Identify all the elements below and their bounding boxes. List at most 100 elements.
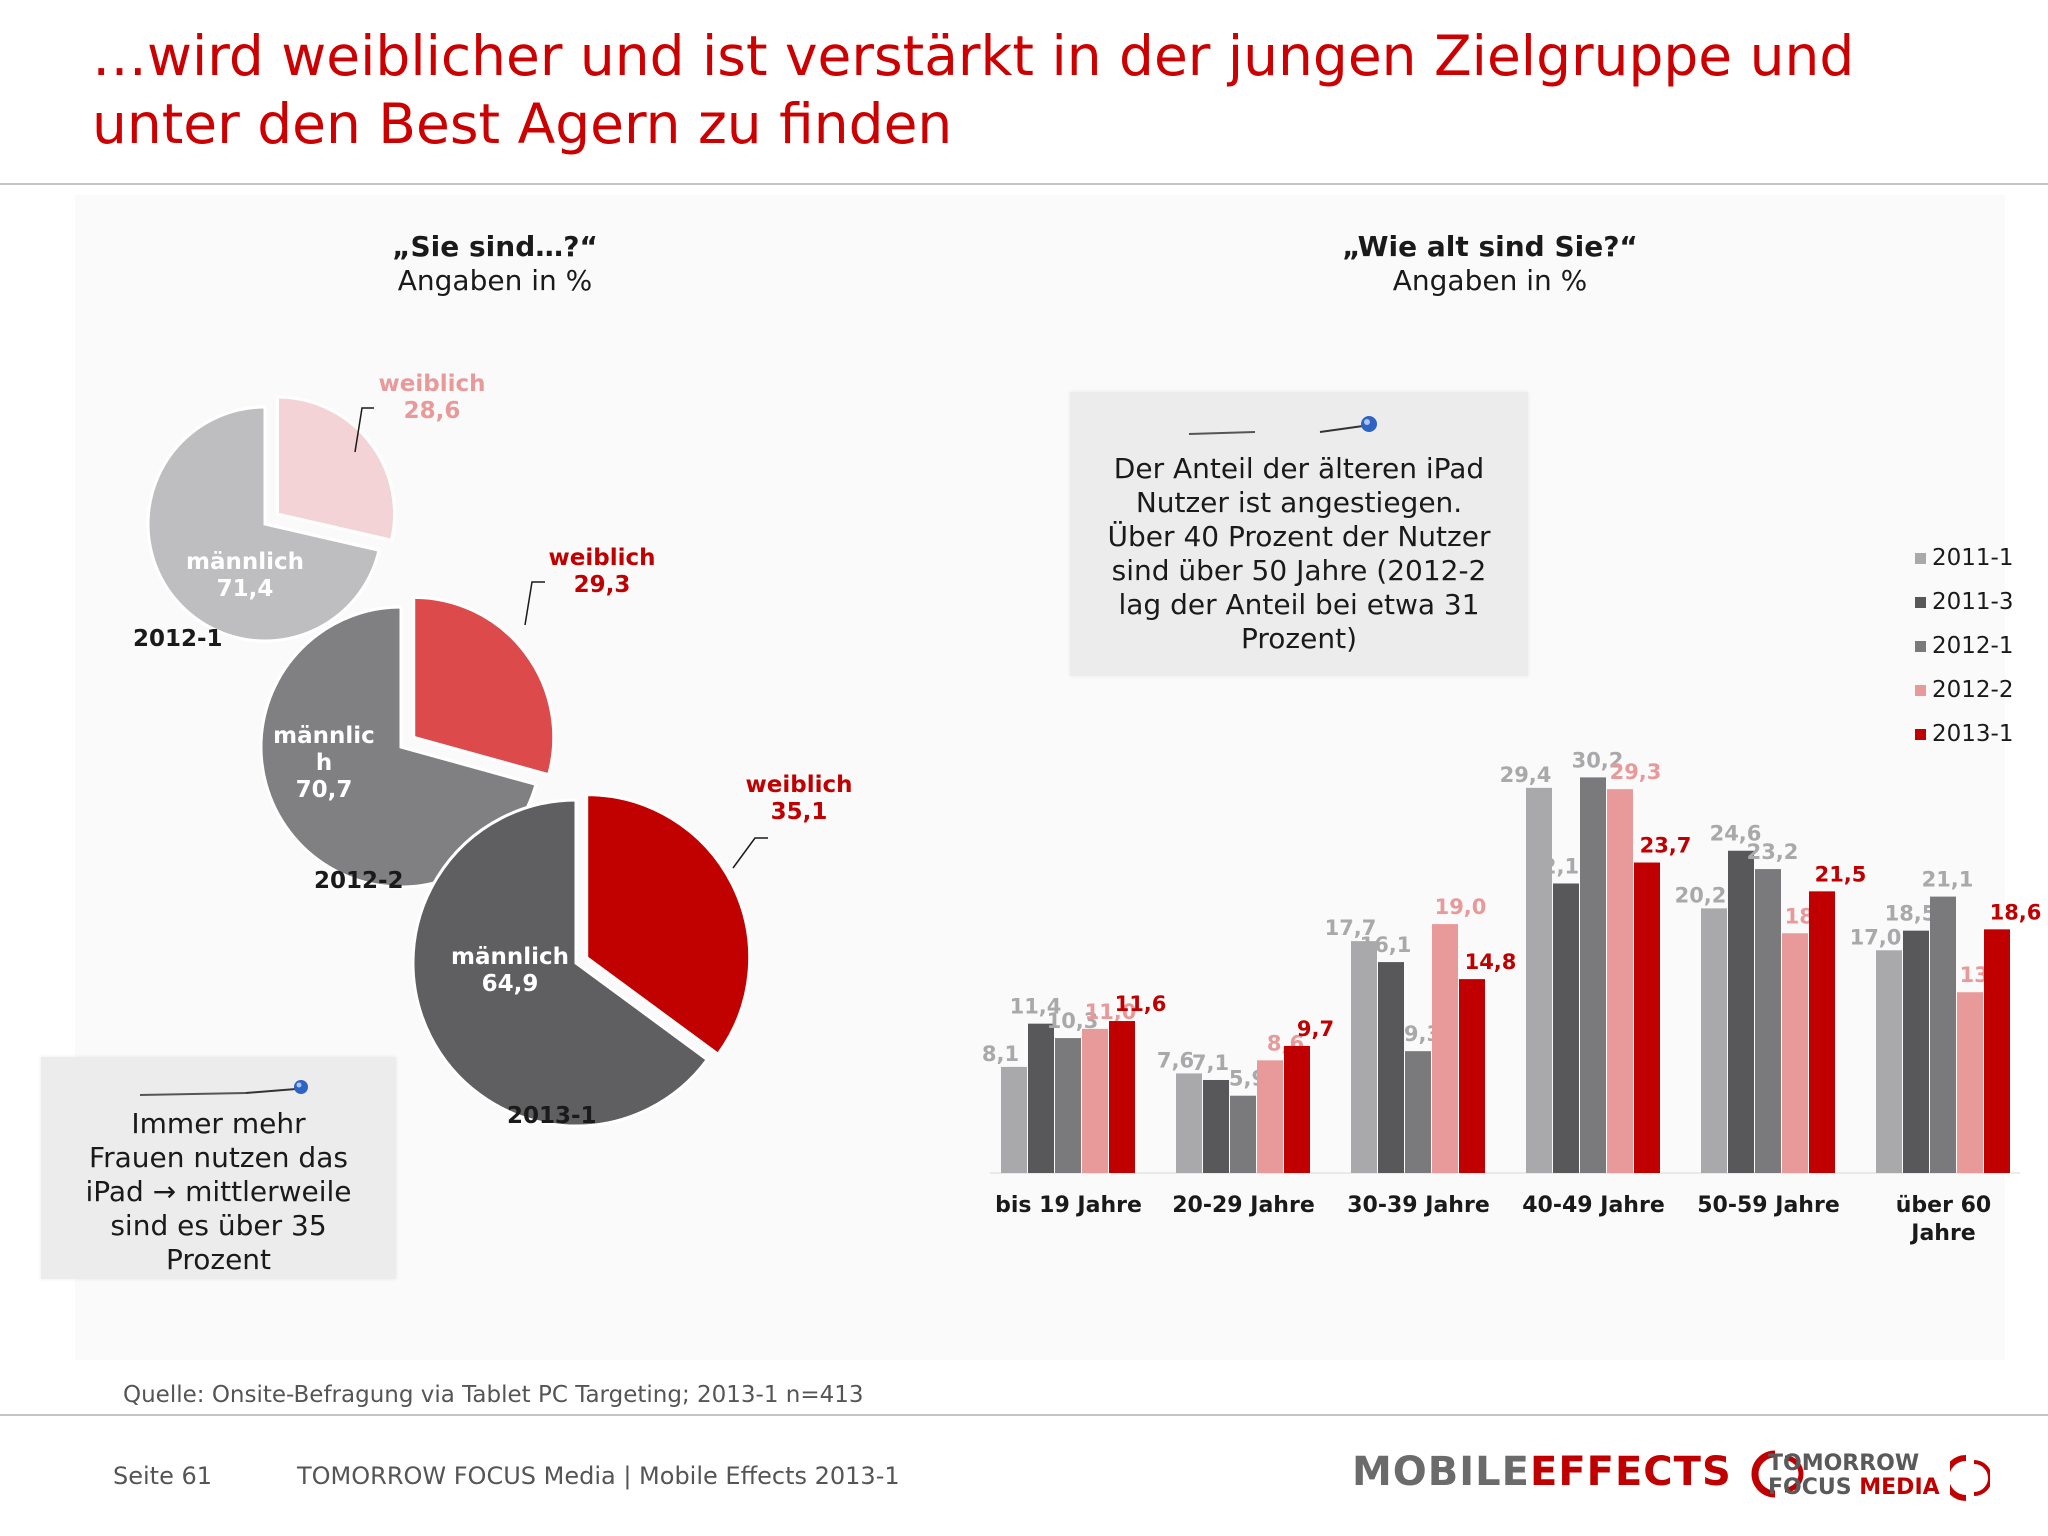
bar-value-label: 11,0 [1085,1000,1137,1024]
gender-question: „Sie sind…?“ Angaben in % [295,230,695,298]
pie-2013-1-maennlich-label: männlich 64,9 [450,944,569,997]
bar-2012-1-2 [1405,1051,1431,1173]
age-question-unit: Angaben in % [1392,264,1588,297]
pie-2013-1-year-label: 2013-1 [507,1103,597,1129]
bar-value-label: 20,2 [1675,883,1727,907]
pie-2013-1-maennlich-slice [411,798,710,1128]
bar-2013-1-0 [1109,1021,1135,1173]
pie-2013-1-weiblich-slice [585,793,752,1057]
gender-note-text: Immer mehr Frauen nutzen das iPad → mitt… [85,1107,352,1276]
title-divider [0,183,2048,185]
pie-2013-1-leader-line [732,837,768,869]
bar-2012-1-0 [1055,1038,1081,1173]
legend-swatch [1915,553,1926,564]
pie-2012-1-maennlich-slice [146,405,381,643]
bar-2012-1-5 [1930,896,1956,1173]
pie-2012-2-year-label: 2012-2 [314,868,404,894]
category-label: 30-39 Jahre [1347,1193,1489,1218]
pie-2012-2-leader-line [524,581,545,626]
legend-label: 2012-2 [1932,677,2014,703]
legend-label: 2011-3 [1932,589,2014,615]
bar-2012-2-2 [1432,924,1458,1173]
bar-value-label: 21,5 [1815,862,1867,886]
bar-2012-2-4 [1782,933,1808,1173]
pie-2012-1-maennlich-label: männlich 71,4 [185,549,304,602]
age-question: „Wie alt sind Sie?“ Angaben in % [1290,230,1690,298]
bar-2012-2-5 [1957,992,1983,1173]
pie-2012-1-weiblich-slice [276,395,397,543]
bar-value-label: 11,6 [1115,992,1167,1016]
gender-pie-charts [146,395,768,1128]
bar-2013-1-2 [1459,979,1485,1173]
logo-media-word: MEDIA [1859,1475,1940,1500]
category-label: bis 19 Jahre [995,1193,1142,1218]
bar-2011-3-3 [1553,883,1579,1173]
bar-value-label: 23,2 [1747,840,1799,864]
bar-2011-3-5 [1903,930,1929,1173]
bar-2011-3-2 [1378,962,1404,1173]
bar-2011-1-5 [1876,950,1902,1173]
age-note-card: Der Anteil der älteren iPad Nutzer ist a… [1070,392,1528,676]
bar-2011-3-0 [1028,1023,1054,1173]
pushpin-icon [1188,416,1377,435]
pie-2012-2-weiblich-label: weiblich 29,3 [548,545,656,598]
bar-2012-2-1 [1257,1060,1283,1173]
bar-value-label: 23,7 [1640,834,1692,858]
bar-2012-1-3 [1580,777,1606,1173]
bar-2013-1-1 [1284,1045,1310,1173]
bar-2011-1-4 [1701,908,1727,1173]
bar-2011-3-4 [1728,850,1754,1173]
bar-2011-1-1 [1176,1073,1202,1173]
source-note: Quelle: Onsite-Befragung via Tablet PC T… [123,1382,864,1408]
legend-label: 2012-1 [1932,633,2014,659]
publisher-text: TOMORROW FOCUS Media | Mobile Effects 20… [297,1462,900,1490]
legend-item-2013-1: 2013-1 [1915,721,2013,751]
bar-value-label: 11,4 [1010,995,1062,1019]
category-label: Jahre [1909,1221,1975,1246]
legend-swatch [1915,641,1926,652]
legend-label: 2013-1 [1932,721,2014,747]
age-question-title: „Wie alt sind Sie?“ [1342,230,1638,263]
bar-value-label: 18,5 [1885,902,1937,926]
bar-2012-2-3 [1607,789,1633,1173]
bar-2011-1-3 [1526,787,1552,1173]
bar-value-label: 29,4 [1500,763,1552,787]
bar-value-label: 30,2 [1572,748,1624,772]
legend-item-2011-3: 2011-3 [1915,589,2013,619]
bar-2011-1-0 [1001,1066,1027,1173]
pie-2012-1-leader-line [354,407,374,453]
bar-2012-2-0 [1082,1028,1108,1173]
bar-value-label: 21,1 [1922,868,1974,892]
bar-value-label: 7,1 [1192,1051,1229,1075]
slide-title: …wird weiblicher und ist verstärkt in de… [92,22,1992,158]
title-line-1: …wird weiblicher und ist verstärkt in de… [92,24,1855,88]
legend-swatch [1915,729,1926,740]
pushpin-icon [139,1080,308,1096]
mobile-effects-logo: MOBILEEFFECTS [1352,1448,1807,1500]
logo-mobile-word: MOBILE [1352,1449,1530,1495]
legend-swatch [1915,685,1926,696]
legend-item-2012-2: 2012-2 [1915,677,2013,707]
bar-value-label: 24,6 [1710,822,1762,846]
gender-question-title: „Sie sind…?“ [392,230,598,263]
pie-2012-2-weiblich-slice [412,595,556,777]
bar-value-label: 8,1 [982,1042,1019,1066]
legend-swatch [1915,597,1926,608]
pie-2012-1-year-label: 2012-1 [133,626,223,652]
bar-value-label: 17,0 [1850,925,1902,949]
pie-2013-1-weiblich-label: weiblich 35,1 [745,772,853,825]
bar-2012-1-1 [1230,1095,1256,1173]
bar-value-label: 16,1 [1360,933,1412,957]
bar-2011-3-1 [1203,1079,1229,1173]
category-label: 20-29 Jahre [1172,1193,1314,1218]
footer-divider [0,1414,2048,1416]
category-label: über 60 [1896,1193,1991,1218]
tomorrow-focus-logo: TOMORROW FOCUS MEDIA [1768,1452,1990,1501]
pie-2012-1-weiblich-label: weiblich 28,6 [378,371,486,424]
pie-2012-2-maennlich-label: männlic h 70,7 [273,723,375,803]
title-line-2: unter den Best Agern zu finden [92,92,953,156]
bar-value-label: 18,6 [1990,900,2042,924]
legend-item-2011-1: 2011-1 [1915,545,2013,575]
category-label: 40-49 Jahre [1522,1193,1664,1218]
